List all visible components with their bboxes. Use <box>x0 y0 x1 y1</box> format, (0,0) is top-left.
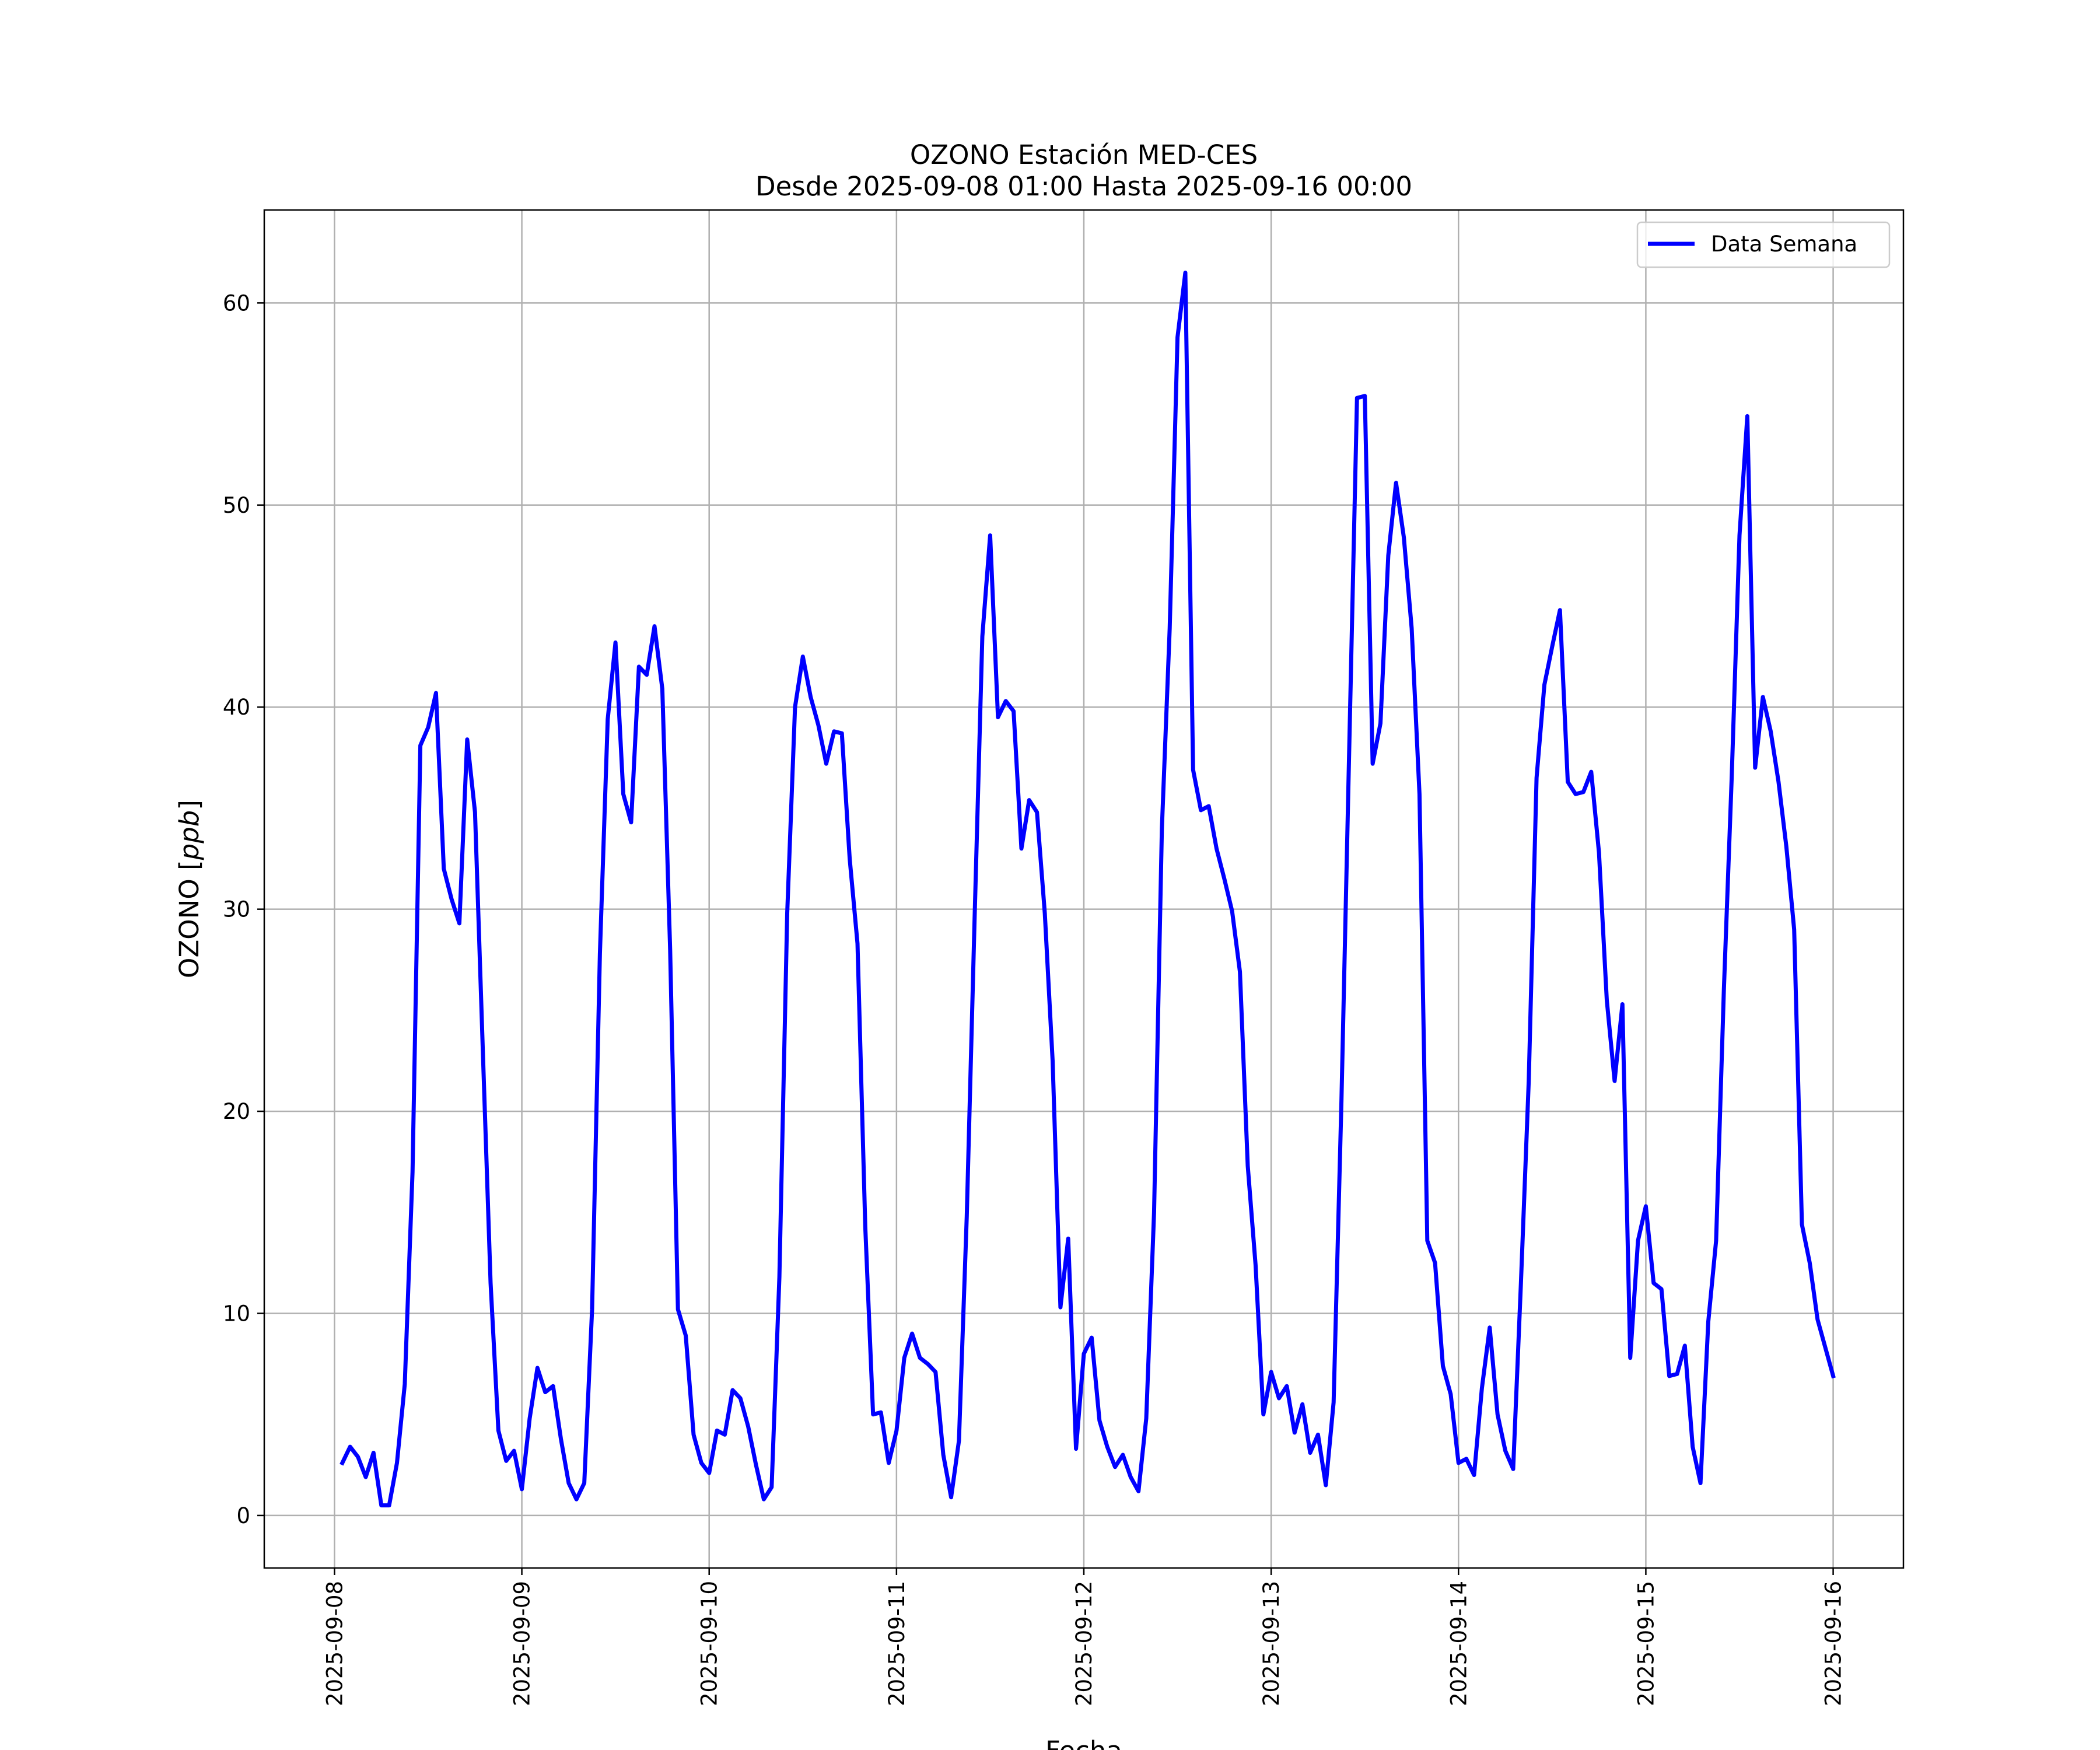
x-tick-label-1: 2025-09-09 <box>510 1581 535 1706</box>
y-tick-label-3: 30 <box>223 897 250 922</box>
y-tick-label-2: 20 <box>223 1099 250 1124</box>
y-tick-label-4: 40 <box>223 695 250 720</box>
x-tick-label-3: 2025-09-11 <box>884 1581 909 1706</box>
chart-title: OZONO Estación MED-CES <box>910 139 1258 170</box>
y-axis-ticks: 0 10 20 30 40 50 60 <box>223 290 264 1528</box>
x-axis-label: Fecha <box>1045 1735 1122 1750</box>
legend-label-data-semana: Data Semana <box>1711 232 1857 257</box>
x-tick-label-5: 2025-09-13 <box>1259 1581 1284 1706</box>
x-tick-label-8: 2025-09-16 <box>1821 1581 1846 1706</box>
y-axis-label-close-bracket: ] <box>174 800 205 810</box>
y-axis-label-main: OZONO <box>174 870 205 978</box>
series-layer <box>340 270 1836 1508</box>
series-line-data-semana <box>340 270 1836 1508</box>
y-axis-label-unit: ppb <box>174 810 205 861</box>
y-tick-label-6: 60 <box>223 290 250 316</box>
x-tick-label-2: 2025-09-10 <box>697 1581 722 1706</box>
y-tick-label-1: 10 <box>223 1301 250 1326</box>
y-axis-label: OZONO [ppb] <box>174 800 205 978</box>
legend: Data Semana <box>1636 221 1891 268</box>
x-tick-label-6: 2025-09-14 <box>1446 1581 1471 1706</box>
y-tick-label-5: 50 <box>223 493 250 518</box>
x-axis-ticks: 2025-09-08 2025-09-09 2025-09-10 2025-09-11… <box>322 1568 1846 1706</box>
chart-subtitle: Desde 2025-09-08 01:00 Hasta 2025-09-16 … <box>755 171 1412 202</box>
x-tick-label-7: 2025-09-15 <box>1633 1581 1658 1706</box>
x-tick-label-0: 2025-09-08 <box>322 1581 347 1706</box>
y-axis-label-open-bracket: [ <box>174 860 205 870</box>
legend-box <box>1636 221 1891 268</box>
y-tick-label-0: 0 <box>236 1503 250 1528</box>
x-tick-label-4: 2025-09-12 <box>1072 1581 1097 1706</box>
